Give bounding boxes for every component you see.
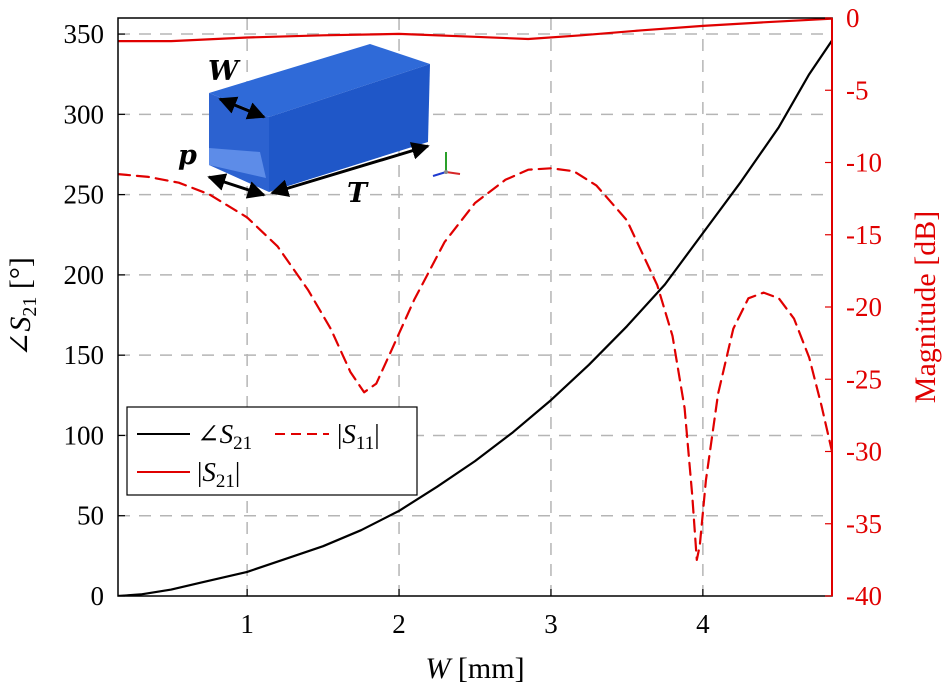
left-axis-title: ∠S21​ [°] xyxy=(4,257,41,357)
inset-arrow-w xyxy=(218,96,266,120)
inset-box-illustration: W p T xyxy=(178,44,461,209)
inset-arrow-t xyxy=(270,142,430,197)
legend: ∠S21​ |S11​| |S21​| xyxy=(126,406,418,496)
x-tick-label: 2 xyxy=(392,609,406,639)
series-line-1 xyxy=(118,167,832,561)
left-tick-label: 350 xyxy=(64,19,105,49)
left-tick-label: 50 xyxy=(77,501,104,531)
inset-label-w: W xyxy=(208,56,241,87)
series-line-2 xyxy=(118,18,832,43)
right-axis-title: Magnitude [dB] xyxy=(909,211,942,403)
x-tick-label: 3 xyxy=(544,609,558,639)
inset-label-p: p xyxy=(178,140,197,171)
inset-label-t: T xyxy=(347,178,369,209)
inset-box-inner-face xyxy=(209,148,266,178)
legend-box xyxy=(126,406,418,496)
left-tick-label: 0 xyxy=(91,581,105,611)
right-tick-label: -5 xyxy=(846,75,869,105)
legend-label-s21: |S21​| xyxy=(197,457,240,492)
left-tick-label: 300 xyxy=(64,99,105,129)
ticks: 1 2 3 4 0 50 100 150 200 250 300 350 0 -5 -10 -15 -20 -25… xyxy=(64,3,883,639)
legend-label-phase: ∠S21​ xyxy=(197,419,252,454)
x-axis-title: W [mm] xyxy=(425,652,524,685)
right-tick-label: -25 xyxy=(846,364,882,394)
left-tick-label: 100 xyxy=(64,420,105,450)
right-tick-label: -15 xyxy=(846,220,882,250)
grid xyxy=(118,18,832,596)
right-tick-label: -35 xyxy=(846,509,882,539)
series-line-0 xyxy=(118,39,832,596)
right-tick-label: -30 xyxy=(846,437,882,467)
left-tick-label: 250 xyxy=(64,180,105,210)
legend-label-s11: |S11​| xyxy=(337,419,380,454)
x-tick-label: 1 xyxy=(240,609,254,639)
left-tick-label: 200 xyxy=(64,260,105,290)
right-tick-label: -10 xyxy=(846,148,882,178)
series-layer xyxy=(118,18,832,596)
right-tick-label: -40 xyxy=(846,581,882,611)
inset-arrow-p xyxy=(207,173,266,199)
inset-axis-triad-icon xyxy=(432,152,461,177)
left-tick-label: 150 xyxy=(64,340,105,370)
x-tick-label: 4 xyxy=(696,609,710,639)
right-tick-label: 0 xyxy=(846,3,860,33)
right-tick-label: -20 xyxy=(846,292,882,322)
